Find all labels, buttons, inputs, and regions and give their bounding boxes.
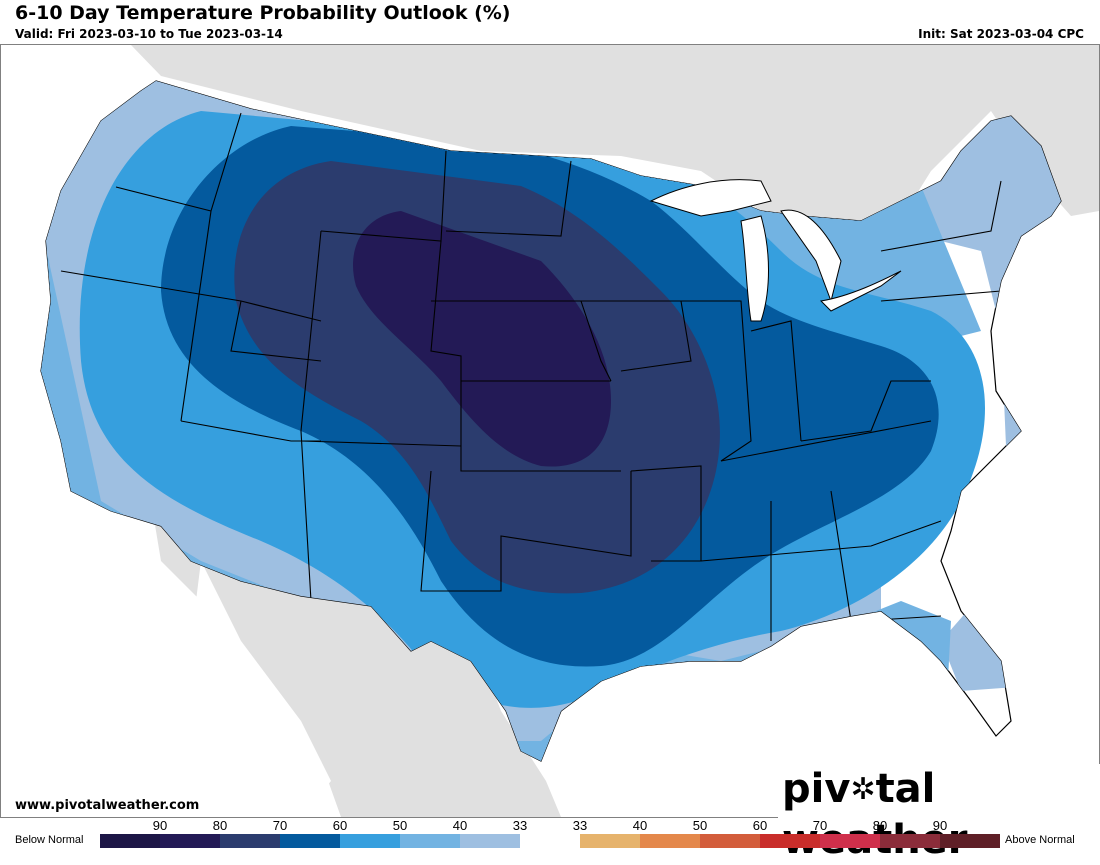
legend-ticks: 90 80 70 60 50 40 33 33 40 50 60 70 80 9… bbox=[100, 818, 1000, 833]
legend-swatch bbox=[340, 834, 400, 848]
legend-swatch bbox=[880, 834, 940, 848]
legend-tick: 80 bbox=[872, 818, 888, 833]
legend-tick: 70 bbox=[272, 818, 288, 833]
legend-swatch bbox=[460, 834, 520, 848]
legend-swatch bbox=[220, 834, 280, 848]
legend-swatch bbox=[160, 834, 220, 848]
legend-color-bar bbox=[100, 834, 1000, 848]
valid-period: Valid: Fri 2023-03-10 to Tue 2023-03-14 bbox=[15, 27, 283, 41]
legend-tick: 50 bbox=[692, 818, 708, 833]
legend-tick: 40 bbox=[632, 818, 648, 833]
logo-text-left: piv bbox=[782, 766, 851, 812]
legend-tick: 90 bbox=[152, 818, 168, 833]
outlook-map bbox=[1, 45, 1099, 817]
legend-tick: 60 bbox=[332, 818, 348, 833]
page-title: 6-10 Day Temperature Probability Outlook… bbox=[15, 2, 511, 24]
legend-above-normal-label: Above Normal bbox=[1005, 834, 1075, 846]
legend-swatch bbox=[280, 834, 340, 848]
legend-swatch bbox=[640, 834, 700, 848]
init-time: Init: Sat 2023-03-04 CPC bbox=[918, 27, 1084, 41]
legend-tick: 90 bbox=[932, 818, 948, 833]
legend-tick: 60 bbox=[752, 818, 768, 833]
legend-swatch bbox=[820, 834, 880, 848]
legend-swatch bbox=[100, 834, 160, 848]
color-legend: Below Normal 90 80 70 60 50 40 33 33 40 … bbox=[0, 816, 1100, 850]
legend-swatch bbox=[700, 834, 760, 848]
legend-below-normal-label: Below Normal bbox=[15, 834, 84, 846]
legend-swatch bbox=[400, 834, 460, 848]
source-url[interactable]: www.pivotalweather.com bbox=[15, 798, 200, 813]
legend-tick: 80 bbox=[212, 818, 228, 833]
legend-swatch bbox=[940, 834, 1000, 848]
legend-swatch bbox=[760, 834, 820, 848]
legend-tick: 50 bbox=[392, 818, 408, 833]
pivotal-weather-logo: piv✲tal weather bbox=[778, 764, 1100, 865]
legend-tick: 40 bbox=[452, 818, 468, 833]
legend-tick: 33 bbox=[572, 818, 588, 833]
legend-swatch bbox=[520, 834, 580, 848]
legend-tick: 70 bbox=[812, 818, 828, 833]
legend-swatch bbox=[580, 834, 640, 848]
gear-icon: ✲ bbox=[850, 772, 876, 807]
map-panel bbox=[0, 44, 1100, 818]
legend-tick: 33 bbox=[512, 818, 528, 833]
